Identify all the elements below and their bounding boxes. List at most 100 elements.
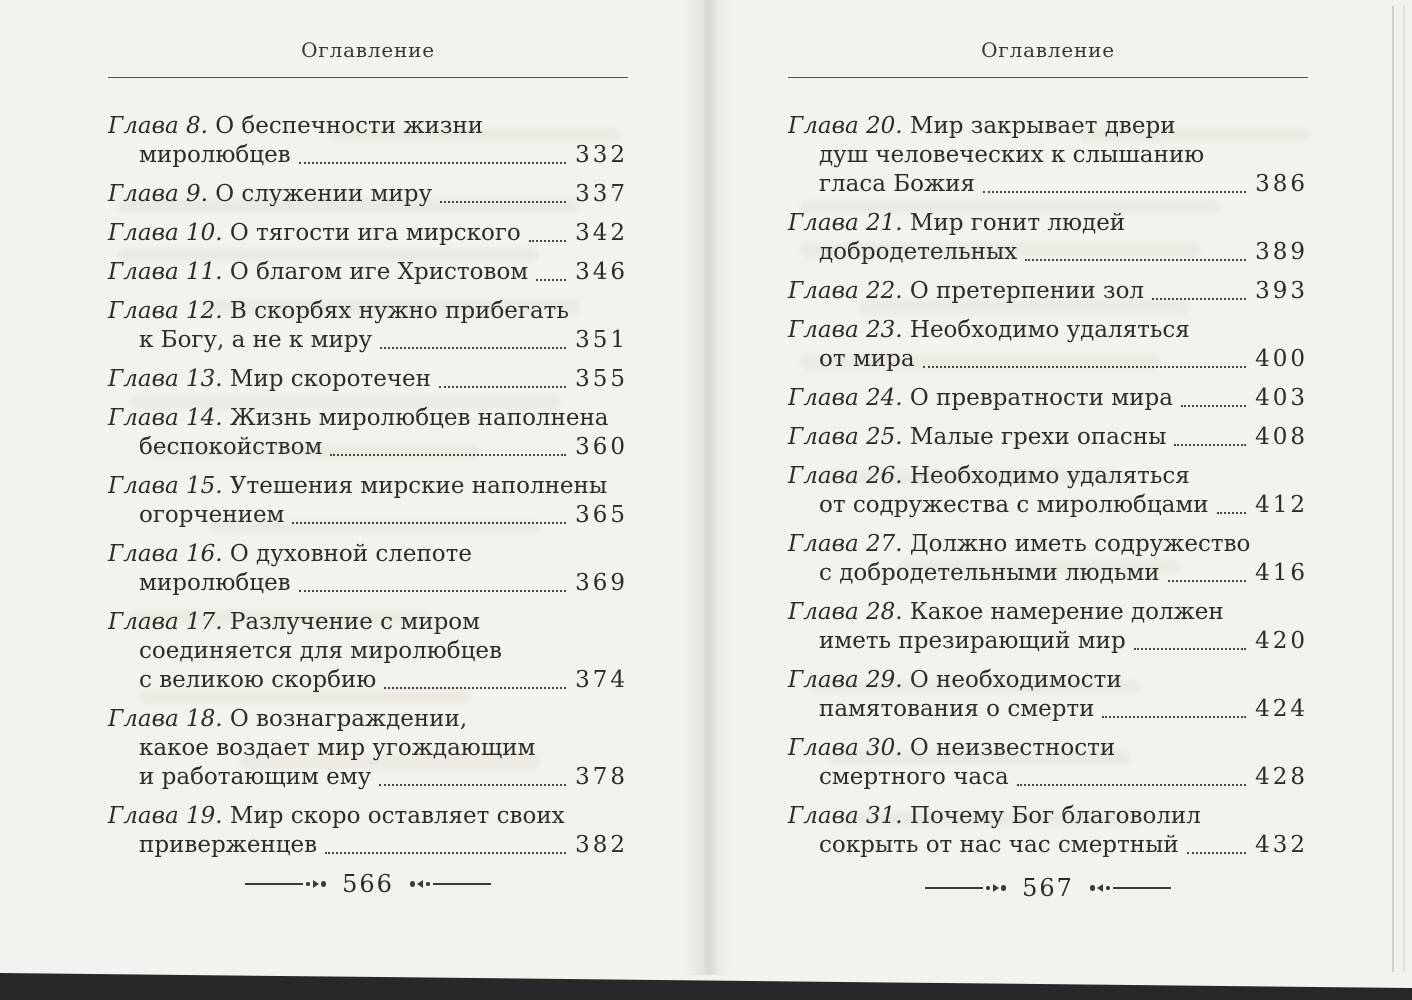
toc-entry: Глава 17. Разлучение с миром соединяется … bbox=[108, 608, 628, 695]
chapter-label: Глава 26. bbox=[788, 463, 910, 489]
chapter-label: Глава 8. bbox=[108, 113, 216, 139]
entry-title: О служении миру bbox=[215, 181, 433, 207]
right-page: Оглавление Глава 20. Мир закрывает двери… bbox=[788, 0, 1308, 975]
entry-title: с добродетельными людьми bbox=[819, 560, 1160, 586]
dot-leader bbox=[440, 201, 567, 203]
page-number: 408 bbox=[1255, 424, 1308, 450]
toc-entry: Глава 24. О превратности мира 403 bbox=[788, 384, 1308, 413]
dot-leader bbox=[298, 162, 567, 164]
page-number: 432 bbox=[1255, 832, 1308, 858]
chapter-label: Глава 30. bbox=[788, 735, 910, 761]
toc-entry: Глава 12. В скорбях нужно прибегать к Бог… bbox=[108, 297, 628, 355]
dot-leader bbox=[983, 191, 1247, 193]
chapter-label: Глава 19. bbox=[108, 803, 230, 829]
entry-title: О беспечности жизни bbox=[215, 113, 484, 139]
page-number: 342 bbox=[575, 220, 628, 246]
entry-title: О тягости ига мирского bbox=[229, 220, 521, 246]
page-number: 351 bbox=[575, 327, 628, 353]
folio-row: 566 bbox=[108, 870, 628, 898]
chapter-label: Глава 22. bbox=[788, 278, 910, 304]
toc-entry: Глава 23. Необходимо удаляться от мира 400 bbox=[788, 316, 1308, 374]
chapter-label: Глава 17. bbox=[108, 609, 230, 635]
page-number: 400 bbox=[1255, 346, 1308, 372]
entry-title: Мир закрывает двери bbox=[909, 113, 1176, 139]
page-number: 420 bbox=[1255, 628, 1308, 654]
chapter-label: Глава 15. bbox=[108, 473, 230, 499]
toc-entry: Глава 22. О претерпении зол 393 bbox=[788, 277, 1308, 306]
entry-title: О превратности мира bbox=[909, 385, 1173, 411]
entry-title: Утешения мирские наполнены bbox=[229, 473, 608, 499]
entry-title: душ человеческих к слышанию bbox=[819, 142, 1205, 168]
page-number: 365 bbox=[575, 502, 628, 528]
page-number: 374 bbox=[575, 667, 628, 693]
page-number: 386 bbox=[1255, 171, 1308, 197]
page-number: 337 bbox=[575, 181, 628, 207]
chapter-label: Глава 25. bbox=[788, 424, 910, 450]
entry-title: О духовной слепоте bbox=[229, 541, 472, 567]
entry-title: Мир скоротечен bbox=[229, 366, 431, 392]
dot-leader bbox=[438, 386, 567, 388]
toc-entry: Глава 27. Должно иметь содружество с добр… bbox=[788, 530, 1308, 588]
entry-title: Мир гонит людей bbox=[909, 210, 1126, 236]
dot-leader bbox=[1216, 512, 1247, 514]
chapter-label: Глава 21. bbox=[788, 210, 910, 236]
dot-leader bbox=[379, 784, 567, 786]
page-number: 428 bbox=[1255, 764, 1308, 790]
chapter-label: Глава 28. bbox=[788, 599, 910, 625]
dot-leader bbox=[330, 454, 567, 456]
entry-title: О неизвестности bbox=[909, 735, 1116, 761]
dot-leader bbox=[1102, 716, 1247, 718]
entry-title: Необходимо удаляться bbox=[909, 317, 1190, 343]
dot-leader bbox=[298, 590, 567, 592]
entry-title: сокрыть от нас час смертный bbox=[819, 832, 1179, 858]
entry-title: добродетельных bbox=[819, 239, 1018, 265]
entry-title: Мир скоро оставляет своих bbox=[229, 803, 565, 829]
page-number: 382 bbox=[575, 832, 628, 858]
chapter-label: Глава 13. bbox=[108, 366, 230, 392]
dot-leader bbox=[292, 522, 567, 524]
page-number: 389 bbox=[1255, 239, 1308, 265]
toc-entry: Глава 11. О благом иге Христовом 346 bbox=[108, 258, 628, 287]
entry-title: Должно иметь содружество bbox=[909, 531, 1251, 557]
dot-leader bbox=[1186, 852, 1247, 854]
chapter-label: Глава 11. bbox=[108, 259, 230, 285]
entry-title: Необходимо удаляться bbox=[909, 463, 1190, 489]
dot-leader bbox=[325, 852, 567, 854]
page-number: 332 bbox=[575, 142, 628, 168]
toc-entry: Глава 14. Жизнь миролюбцев наполнена бесп… bbox=[108, 404, 628, 462]
dot-leader bbox=[1174, 444, 1247, 446]
entry-title: огорчением bbox=[139, 502, 285, 528]
toc-entries-left: Глава 8. О беспечности жизни миролюбцев 33… bbox=[108, 112, 628, 860]
toc-entry: Глава 10. О тягости ига мирского 342 bbox=[108, 219, 628, 248]
chapter-label: Глава 20. bbox=[788, 113, 910, 139]
chapter-label: Глава 27. bbox=[788, 531, 910, 557]
toc-entry: Глава 30. О неизвестности смертного часа 4… bbox=[788, 734, 1308, 792]
page-edge-line bbox=[1403, 6, 1405, 972]
toc-entry: Глава 18. О вознаграждении, какое воздает… bbox=[108, 705, 628, 792]
dot-leader bbox=[922, 366, 1247, 368]
dot-leader bbox=[1152, 298, 1247, 300]
entry-title: к Богу, а не к миру bbox=[139, 327, 373, 353]
folio-row: 567 bbox=[788, 874, 1308, 902]
entry-title: от содружества с миролюбцами bbox=[819, 492, 1209, 518]
entry-title: от мира bbox=[819, 346, 915, 372]
entry-title: миролюбцев bbox=[139, 570, 291, 596]
folio-ornament-right-icon bbox=[1089, 884, 1171, 892]
page-number: 355 bbox=[575, 366, 628, 392]
page-number: 346 bbox=[575, 259, 628, 285]
entry-title: беспокойством bbox=[139, 434, 323, 460]
entry-title: какое воздает мир угождающим bbox=[139, 735, 536, 761]
entry-title: Малые грехи опасны bbox=[909, 424, 1167, 450]
entry-title: гласа Божия bbox=[819, 171, 976, 197]
toc-entry: Глава 16. О духовной слепоте миролюбцев 36… bbox=[108, 540, 628, 598]
chapter-label: Глава 14. bbox=[108, 405, 230, 431]
toc-entry: Глава 21. Мир гонит людей добродетельных 3… bbox=[788, 209, 1308, 267]
page-number: 424 bbox=[1255, 696, 1308, 722]
entry-title: смертного часа bbox=[819, 764, 1009, 790]
page-number: 360 bbox=[575, 434, 628, 460]
chapter-label: Глава 9. bbox=[108, 181, 216, 207]
dot-leader bbox=[380, 347, 567, 349]
dot-leader bbox=[536, 279, 567, 281]
dot-leader bbox=[384, 687, 567, 689]
dot-leader bbox=[528, 240, 567, 242]
